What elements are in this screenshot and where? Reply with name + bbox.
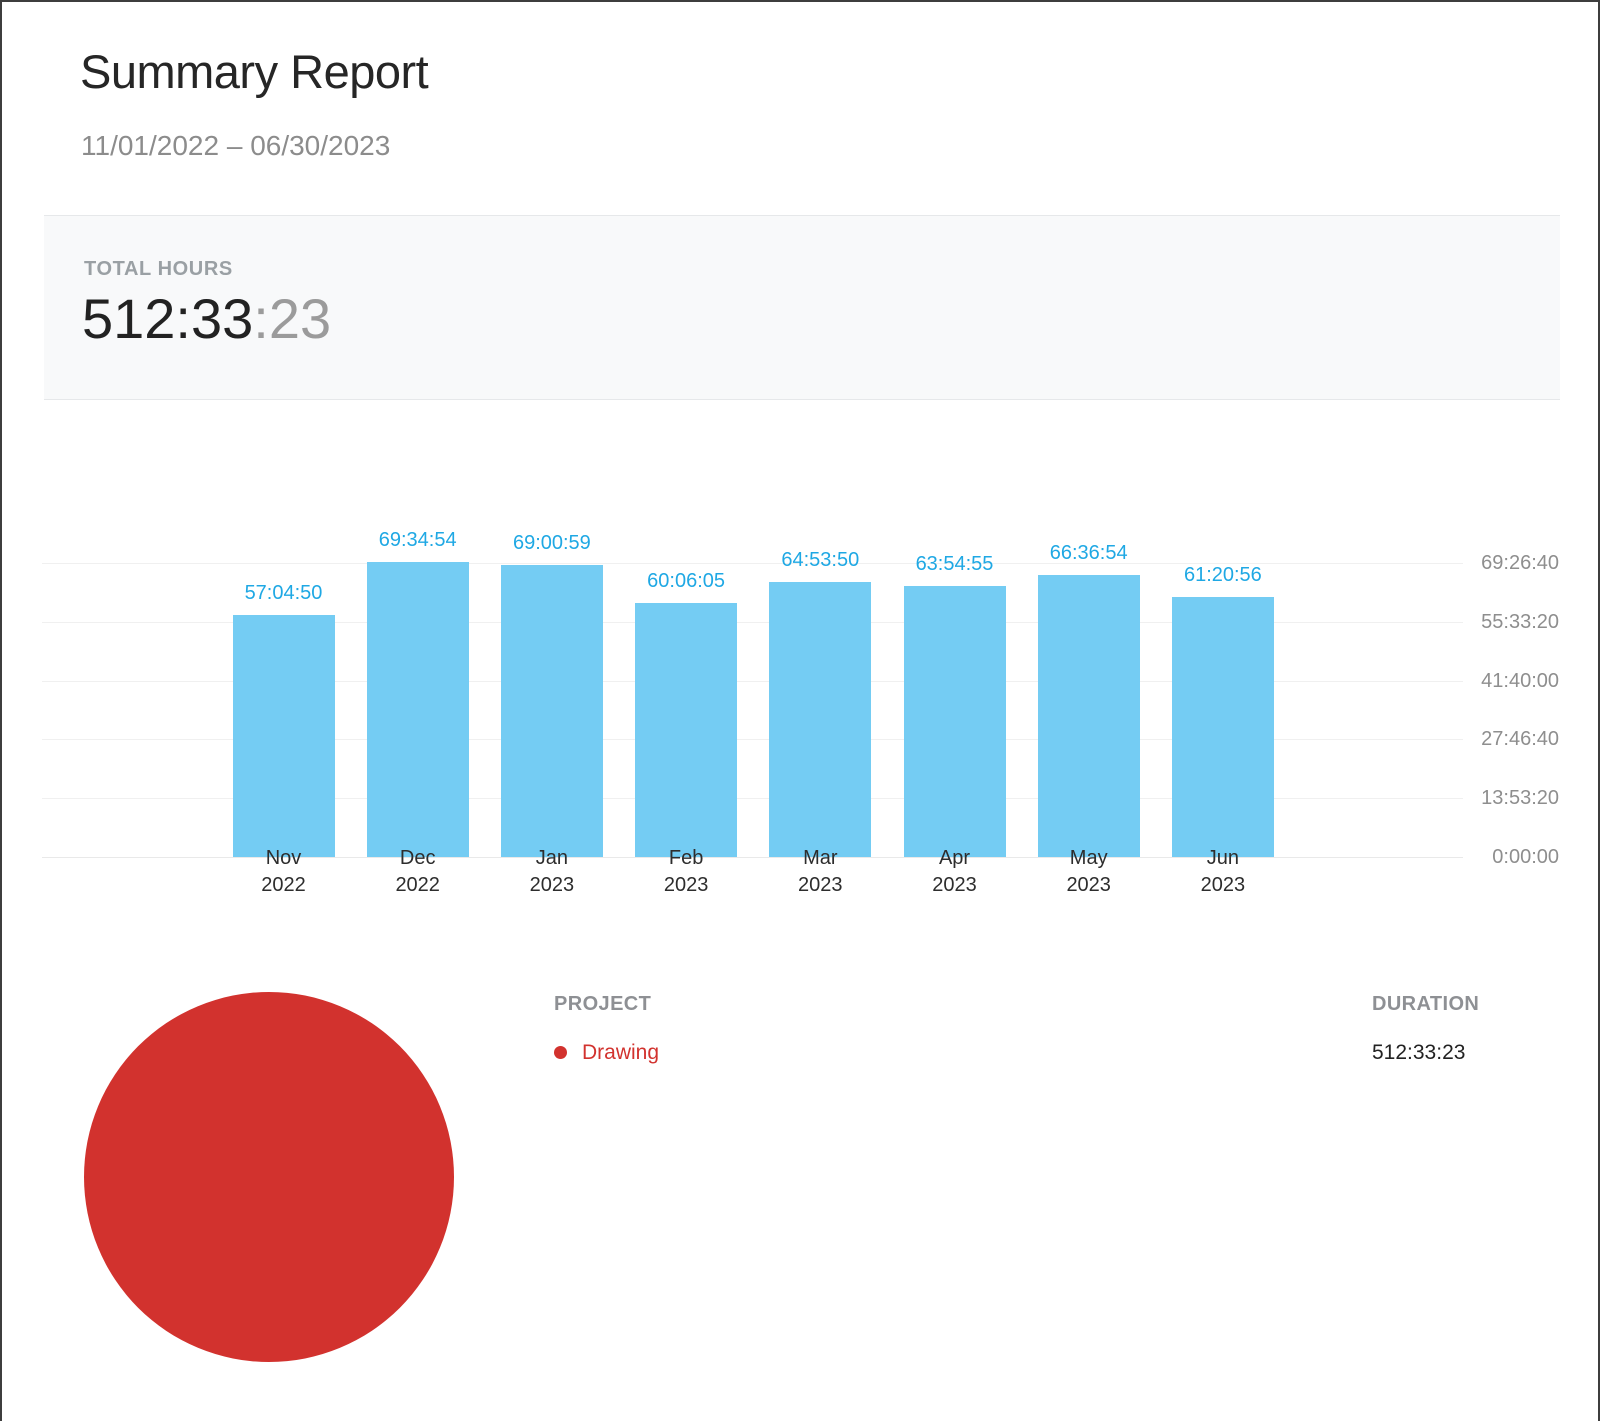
x-axis-label: Apr 2023 [885,845,1025,899]
date-range: 11/01/2022 – 06/30/2023 [81,130,391,161]
bar-feb-2023[interactable] [635,602,738,857]
x-axis-label-month: Jun [1206,847,1240,869]
y-axis-tick-label: 55:33:20 [1481,610,1559,633]
x-axis-label: Nov 2022 [214,845,354,899]
pie-chart[interactable] [84,992,454,1362]
bar-value-label: 69:00:59 [512,531,591,554]
gridline [42,680,1463,682]
x-axis-label-year: 2023 [1200,874,1246,896]
gridline [42,798,1463,800]
y-axis-tick-label: 69:26:40 [1481,552,1559,574]
x-axis-label-month: Feb [668,847,704,869]
total-hours-label: TOTAL HOURS [84,258,233,280]
bar-dec-2022[interactable] [366,562,469,857]
bar-may-2023[interactable] [1037,574,1140,857]
gridline [42,739,1463,741]
x-axis-label-month: Dec [399,847,436,869]
page-title: Summary Report [80,45,429,98]
bar-mar-2023[interactable] [769,582,872,857]
project-name[interactable]: Drawing [582,1041,660,1064]
gridline [42,563,1463,564]
x-axis-label: May 2023 [1019,845,1159,899]
x-axis-label-month: Nov [265,847,302,869]
bar-value-label: 64:53:50 [781,549,860,572]
x-axis-label-year: 2023 [663,874,709,896]
gridline [42,857,1463,858]
y-axis-tick-label: 41:40:00 [1481,669,1559,692]
x-axis-label-month: Jan [535,847,569,869]
total-hours-main: 512:33 [82,287,254,350]
total-hours-seconds: :23 [253,287,332,350]
project-color-dot-icon [554,1046,567,1059]
bar-jan-2023[interactable] [500,564,603,857]
bar-jun-2023[interactable] [1171,597,1274,857]
x-axis-label: Dec 2022 [348,845,488,899]
bar-value-label: 57:04:50 [244,582,323,605]
x-axis-label-year: 2023 [529,874,575,896]
x-axis-label-year: 2023 [798,874,843,896]
bar-value-label: 66:36:54 [1049,541,1128,564]
x-axis-label-year: 2023 [932,874,977,896]
x-axis-label-month: Mar [803,847,838,869]
total-hours-panel: TOTAL HOURS 512:33:23 [44,215,1560,400]
x-axis-label-year: 2022 [395,874,440,896]
project-column-header: PROJECT [554,993,652,1015]
x-axis-label: Mar 2023 [750,845,890,899]
bar-value-label: 60:06:05 [647,569,726,592]
bar-value-label: 63:54:55 [915,553,994,576]
gridline [42,621,1463,623]
y-axis-tick-label: 0:00:00 [1492,846,1559,868]
bar-value-label: 69:34:54 [378,529,457,552]
x-axis-label: Feb 2023 [616,845,756,899]
y-axis-tick-label: 27:46:40 [1481,728,1559,751]
x-axis-label: Jan 2023 [482,845,622,899]
x-axis-label-year: 2023 [1066,874,1111,896]
duration-column-header: DURATION [1372,993,1480,1015]
x-axis-label-month: Apr [938,847,971,869]
bar-nov-2022[interactable] [232,615,335,857]
x-axis-label: Jun 2023 [1153,845,1293,899]
y-axis-tick-label: 13:53:20 [1481,787,1559,810]
monthly-hours-bar-chart: 0:00:00 13:53:20 27:46:40 41:40:00 55:33:20 6… [2,2,1600,942]
bar-apr-2023[interactable] [903,586,1006,857]
x-axis-label-year: 2022 [261,874,306,896]
bar-value-label: 61:20:56 [1183,564,1262,587]
project-duration: 512:33:23 [1372,1041,1466,1064]
total-hours-value: 512:33:23 [82,288,331,350]
x-axis-label-month: May [1069,847,1108,869]
